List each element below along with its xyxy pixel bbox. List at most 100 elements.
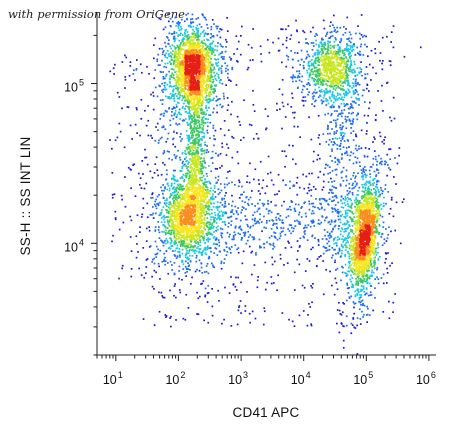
data-point bbox=[355, 135, 358, 138]
data-point bbox=[272, 41, 274, 44]
data-point bbox=[350, 112, 353, 115]
data-point bbox=[375, 203, 377, 206]
data-point bbox=[382, 202, 385, 205]
data-point bbox=[360, 147, 363, 150]
data-point bbox=[366, 174, 368, 177]
data-point bbox=[332, 56, 335, 59]
data-point bbox=[203, 150, 206, 152]
data-point bbox=[209, 238, 211, 240]
data-point bbox=[323, 173, 325, 176]
data-point bbox=[193, 250, 196, 252]
data-point bbox=[214, 78, 217, 80]
data-point bbox=[363, 171, 365, 173]
data-point bbox=[366, 130, 368, 132]
data-point bbox=[169, 77, 171, 80]
data-point bbox=[373, 187, 375, 190]
data-point bbox=[285, 46, 288, 49]
data-point bbox=[358, 148, 360, 150]
data-point bbox=[193, 122, 196, 125]
data-point bbox=[334, 224, 337, 227]
data-point bbox=[219, 52, 222, 55]
data-point bbox=[175, 257, 178, 260]
data-point bbox=[375, 197, 377, 200]
data-point bbox=[341, 126, 343, 129]
data-point bbox=[168, 203, 170, 206]
data-point bbox=[217, 217, 220, 219]
data-point bbox=[335, 173, 338, 176]
data-point bbox=[331, 94, 334, 97]
data-point bbox=[172, 223, 175, 226]
data-point bbox=[377, 282, 380, 285]
data-point bbox=[296, 258, 298, 261]
data-point bbox=[181, 99, 183, 101]
data-point bbox=[246, 175, 249, 177]
data-point bbox=[300, 58, 303, 61]
data-point bbox=[228, 170, 231, 172]
data-point bbox=[324, 91, 326, 94]
data-point bbox=[265, 127, 268, 130]
data-point bbox=[130, 219, 133, 222]
data-point bbox=[166, 188, 168, 191]
data-point bbox=[217, 214, 219, 217]
data-point bbox=[346, 139, 349, 141]
data-point bbox=[165, 229, 167, 232]
data-point bbox=[250, 46, 253, 49]
data-point bbox=[352, 286, 355, 289]
data-point bbox=[275, 204, 277, 207]
data-point bbox=[208, 51, 211, 54]
data-point bbox=[266, 39, 269, 41]
data-point bbox=[169, 232, 171, 235]
data-point bbox=[206, 23, 208, 26]
data-point bbox=[296, 219, 298, 222]
data-point bbox=[337, 52, 340, 55]
data-point bbox=[334, 208, 337, 211]
data-point bbox=[183, 96, 185, 98]
data-point bbox=[378, 233, 380, 235]
data-point bbox=[172, 61, 175, 64]
data-point bbox=[177, 77, 180, 80]
data-point bbox=[181, 119, 184, 122]
data-point bbox=[362, 36, 364, 38]
data-point bbox=[386, 282, 388, 284]
data-point bbox=[191, 142, 193, 144]
data-point bbox=[129, 124, 132, 127]
data-point bbox=[211, 223, 214, 226]
data-point bbox=[293, 76, 295, 78]
data-point bbox=[362, 167, 364, 170]
data-point bbox=[236, 60, 238, 62]
data-point bbox=[200, 167, 203, 170]
data-point bbox=[238, 179, 240, 182]
data-point bbox=[182, 160, 184, 163]
data-point bbox=[327, 112, 329, 115]
data-point bbox=[124, 176, 126, 178]
data-point bbox=[203, 212, 205, 215]
data-point bbox=[305, 38, 307, 40]
data-point bbox=[252, 238, 255, 241]
data-point bbox=[357, 203, 359, 206]
data-point bbox=[388, 300, 390, 303]
data-point bbox=[339, 62, 342, 65]
data-point bbox=[159, 118, 162, 120]
data-point bbox=[357, 282, 359, 285]
data-point bbox=[162, 192, 164, 195]
data-point bbox=[309, 60, 311, 63]
data-point bbox=[196, 36, 199, 39]
data-point bbox=[161, 126, 163, 129]
data-point bbox=[285, 65, 288, 68]
data-point bbox=[375, 247, 378, 250]
data-point bbox=[349, 278, 352, 281]
data-point bbox=[169, 242, 172, 245]
data-point bbox=[174, 92, 177, 95]
data-point bbox=[210, 233, 213, 235]
data-point bbox=[202, 129, 204, 131]
data-point bbox=[319, 202, 321, 205]
data-point bbox=[321, 37, 323, 40]
data-point bbox=[210, 88, 212, 90]
data-point bbox=[194, 105, 196, 107]
data-point bbox=[352, 174, 354, 177]
data-point bbox=[341, 49, 344, 52]
data-point bbox=[374, 227, 376, 229]
data-point bbox=[307, 82, 310, 84]
data-point bbox=[207, 231, 209, 234]
data-point bbox=[195, 113, 198, 116]
